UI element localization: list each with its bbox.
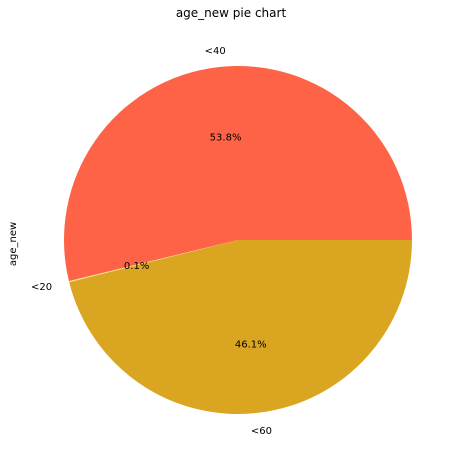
slice-percent-label-2: 46.1%: [235, 340, 267, 351]
pie-slice-2: [69, 240, 412, 414]
slice-category-label-1: <20: [31, 282, 52, 293]
pie-slice-0: [63, 65, 412, 282]
pie-slices: [63, 65, 412, 414]
slice-category-label-2: <60: [251, 426, 272, 437]
slice-percent-label-1: 0.1%: [124, 261, 149, 272]
pie-slice-1: [68, 240, 238, 283]
chart-title: age_new pie chart: [176, 6, 287, 20]
y-axis-label: age_new: [8, 222, 19, 266]
pie-labels: <40 53.8% <20 0.1% <60 46.1%: [31, 46, 272, 437]
slice-percent-label-0: 53.8%: [210, 132, 242, 143]
slice-category-label-0: <40: [205, 46, 226, 57]
